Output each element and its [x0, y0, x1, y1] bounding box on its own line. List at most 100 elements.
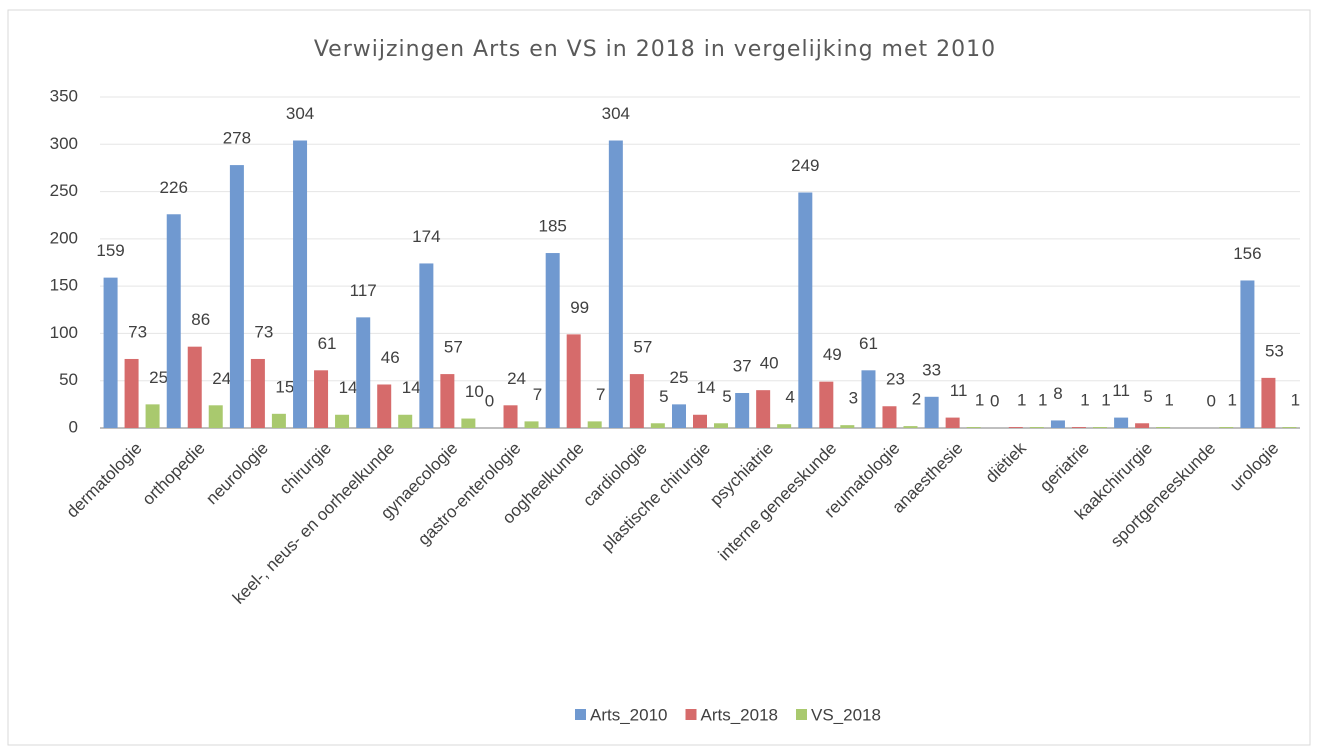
y-tick-label: 50	[59, 370, 78, 389]
data-label: 37	[733, 356, 752, 375]
data-label: 249	[791, 156, 819, 175]
data-label: 14	[402, 378, 421, 397]
y-tick-label: 350	[50, 86, 78, 105]
bar	[103, 277, 118, 428]
bar	[566, 334, 581, 428]
data-label: 5	[659, 387, 668, 406]
data-label: 49	[823, 345, 842, 364]
bar	[1008, 427, 1023, 428]
legend-label: VS_2018	[811, 705, 881, 724]
data-label: 0	[1207, 391, 1216, 410]
data-label: 99	[570, 298, 589, 317]
data-label: 25	[670, 368, 689, 387]
data-label: 3	[849, 389, 858, 408]
bar	[1135, 423, 1150, 428]
data-label: 2	[912, 390, 921, 409]
data-label: 1	[1017, 391, 1026, 410]
bar	[440, 374, 455, 428]
bar	[1092, 427, 1107, 428]
bar	[293, 140, 308, 428]
data-label: 304	[602, 104, 630, 123]
data-label: 5	[1143, 387, 1152, 406]
bar	[1071, 427, 1086, 428]
legend-swatch	[796, 709, 807, 720]
y-tick-label: 0	[69, 417, 78, 436]
bar	[187, 346, 202, 428]
legend-label: Arts_2018	[701, 705, 779, 724]
bar	[840, 425, 855, 428]
data-label: 46	[381, 348, 400, 367]
bar	[145, 404, 160, 428]
bar	[608, 140, 623, 428]
data-label: 57	[444, 338, 463, 357]
bar	[1240, 280, 1255, 428]
bar	[777, 424, 792, 428]
bar	[314, 370, 329, 428]
bar	[166, 214, 181, 428]
data-label: 53	[1265, 341, 1284, 360]
bar	[250, 358, 265, 428]
data-label: 0	[485, 391, 494, 410]
data-label: 1	[1228, 391, 1237, 410]
bar	[819, 381, 834, 428]
bar	[798, 192, 813, 428]
legend-label: Arts_2010	[590, 705, 668, 724]
bar	[124, 358, 139, 428]
data-label: 73	[254, 322, 273, 341]
bar	[924, 396, 939, 428]
data-label: 1	[1038, 391, 1047, 410]
bar	[461, 418, 476, 428]
data-label: 1	[1101, 391, 1110, 410]
legend-swatch	[575, 709, 586, 720]
bar	[503, 405, 518, 428]
bar	[356, 317, 371, 428]
bar	[271, 413, 286, 428]
bar	[714, 423, 728, 428]
bar	[398, 414, 413, 428]
data-label: 73	[128, 322, 147, 341]
data-label: 61	[859, 334, 878, 353]
bar	[335, 414, 350, 428]
data-label: 10	[465, 382, 484, 401]
bar	[735, 393, 750, 428]
data-label: 226	[160, 178, 188, 197]
data-label: 15	[275, 377, 294, 396]
data-label: 23	[886, 370, 905, 389]
bar	[903, 426, 918, 428]
data-label: 7	[596, 385, 605, 404]
y-tick-label: 150	[50, 276, 78, 295]
bar	[524, 421, 539, 428]
data-label: 117	[350, 281, 377, 300]
data-label: 1	[1080, 391, 1089, 410]
bar	[208, 405, 223, 428]
data-label: 33	[922, 360, 941, 379]
bar	[1029, 427, 1044, 428]
data-label: 156	[1233, 244, 1261, 263]
data-label: 61	[318, 334, 337, 353]
data-label: 25	[149, 368, 168, 387]
data-label: 304	[286, 104, 314, 123]
data-label: 174	[412, 227, 440, 246]
bar	[1219, 427, 1234, 428]
bar	[587, 421, 602, 428]
bar	[672, 404, 686, 428]
bar	[1282, 427, 1297, 428]
bar	[1156, 427, 1171, 428]
y-tick-label: 100	[50, 323, 78, 342]
chart-frame	[7, 9, 1311, 746]
y-tick-label: 200	[50, 228, 78, 247]
data-label: 11	[950, 381, 968, 400]
bar	[377, 384, 392, 428]
data-label: 4	[785, 388, 794, 407]
bar	[966, 427, 981, 428]
bar	[756, 390, 771, 428]
chart-title: Verwijzingen Arts en VS in 2018 in verge…	[314, 37, 996, 62]
data-label: 5	[722, 387, 731, 406]
y-tick-label: 250	[50, 181, 78, 200]
bar	[945, 417, 960, 428]
data-label: 1	[975, 391, 984, 410]
bar	[1050, 420, 1065, 428]
data-label: 1	[1291, 391, 1300, 410]
bar	[419, 263, 434, 428]
